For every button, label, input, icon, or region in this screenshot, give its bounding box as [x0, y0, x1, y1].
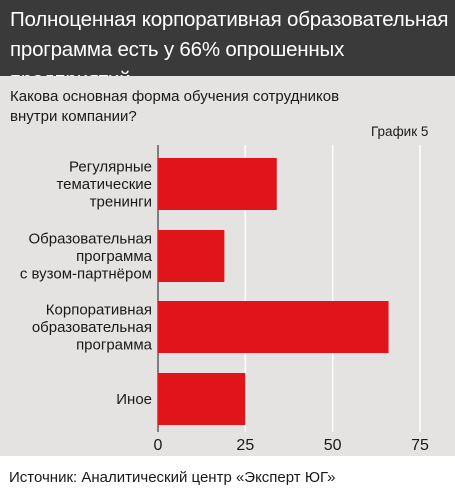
- chart-question: Какова основная форма обучения сотрудник…: [10, 88, 340, 125]
- bar: [158, 158, 277, 210]
- category-label: Образовательная программа с вузом-партнёро…: [20, 231, 153, 283]
- category-label: Корпоративная образовательная программа: [32, 302, 153, 354]
- x-tick-label: 25: [236, 437, 254, 454]
- bar: [158, 373, 246, 425]
- footer: Источник: Аналитический центр «Эксперт Ю…: [0, 456, 455, 500]
- x-tick-label: 50: [324, 437, 342, 454]
- category-label: Регулярные тематические тренинги: [56, 159, 152, 211]
- header-banner: Полноценная корпоративная образовательна…: [0, 0, 455, 91]
- chart-number-label: График 5: [371, 124, 429, 139]
- bar: [158, 301, 389, 353]
- x-tick-label: 75: [411, 437, 429, 454]
- bar: [158, 230, 225, 282]
- category-label: Иное: [116, 391, 152, 408]
- x-tick-label: 0: [154, 437, 163, 454]
- source-text: Источник: Аналитический центр «Эксперт Ю…: [9, 469, 336, 486]
